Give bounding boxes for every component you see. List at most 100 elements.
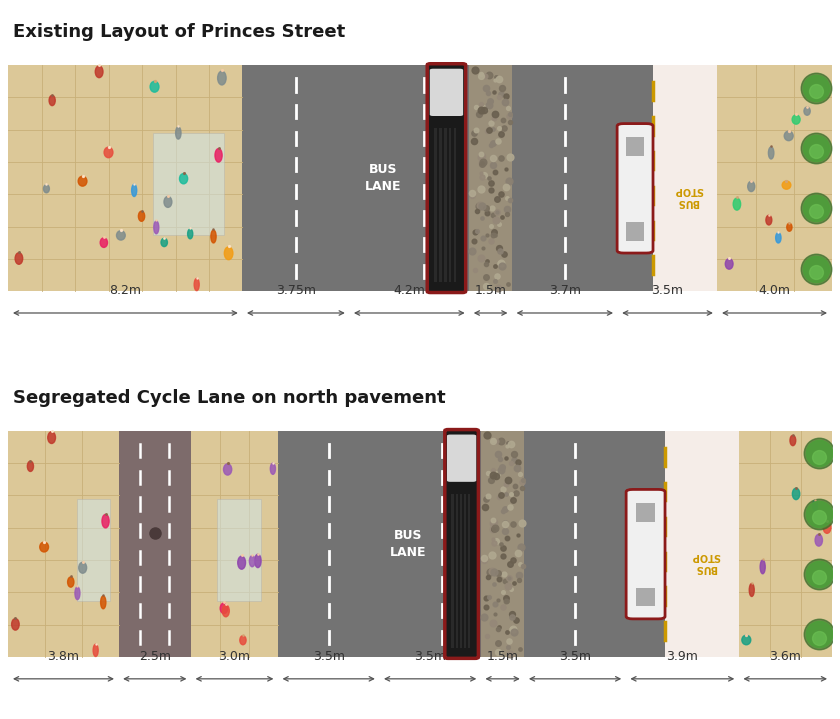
Bar <box>653 65 717 291</box>
Text: 1.5m: 1.5m <box>475 285 507 298</box>
Bar <box>470 65 512 291</box>
Ellipse shape <box>211 230 216 243</box>
Ellipse shape <box>792 488 800 500</box>
Ellipse shape <box>78 176 87 186</box>
Ellipse shape <box>815 534 822 546</box>
Ellipse shape <box>823 521 831 533</box>
Text: BUS
STOP: BUS STOP <box>691 551 721 573</box>
Ellipse shape <box>218 71 226 85</box>
Ellipse shape <box>760 560 765 574</box>
Text: BUS
LANE: BUS LANE <box>390 529 426 559</box>
Bar <box>191 431 278 657</box>
Bar <box>243 65 349 291</box>
Bar <box>278 431 380 657</box>
Ellipse shape <box>223 464 232 475</box>
Ellipse shape <box>176 127 181 139</box>
Ellipse shape <box>194 278 199 290</box>
Bar <box>665 431 739 657</box>
Ellipse shape <box>132 184 137 196</box>
Text: 1.5m: 1.5m <box>486 650 518 664</box>
Ellipse shape <box>220 603 228 613</box>
Bar <box>480 431 524 657</box>
Ellipse shape <box>150 81 159 92</box>
Ellipse shape <box>215 149 222 162</box>
Bar <box>454 129 456 283</box>
Bar <box>717 65 832 291</box>
Ellipse shape <box>223 605 229 617</box>
Ellipse shape <box>792 115 801 124</box>
Ellipse shape <box>238 557 245 569</box>
Text: Segregated Cycle Lane on north pavement: Segregated Cycle Lane on north pavement <box>13 389 445 407</box>
Bar <box>459 494 462 648</box>
Bar <box>154 133 223 234</box>
Text: 3.0m: 3.0m <box>218 650 250 664</box>
Text: Existing Layout of Princes Street: Existing Layout of Princes Street <box>13 23 344 41</box>
FancyBboxPatch shape <box>430 69 463 116</box>
Bar <box>8 65 243 291</box>
Text: 8.2m: 8.2m <box>109 285 141 298</box>
Ellipse shape <box>224 247 233 260</box>
FancyBboxPatch shape <box>626 490 665 619</box>
Bar <box>464 494 466 648</box>
Bar <box>455 494 458 648</box>
Ellipse shape <box>790 435 795 446</box>
Ellipse shape <box>187 229 193 239</box>
Text: 3.7m: 3.7m <box>549 285 580 298</box>
Ellipse shape <box>787 223 792 232</box>
Ellipse shape <box>154 221 159 234</box>
Bar <box>380 431 480 657</box>
Ellipse shape <box>725 259 733 269</box>
Ellipse shape <box>44 185 50 193</box>
Ellipse shape <box>49 95 55 106</box>
Ellipse shape <box>101 596 106 609</box>
Text: BUS
LANE: BUS LANE <box>365 163 402 193</box>
Ellipse shape <box>782 181 790 189</box>
FancyBboxPatch shape <box>617 124 653 253</box>
Bar <box>636 503 655 522</box>
Bar <box>636 587 655 606</box>
Text: 2.5m: 2.5m <box>139 650 171 664</box>
Bar <box>118 431 191 657</box>
Bar <box>512 65 617 291</box>
Bar <box>468 494 470 648</box>
Bar <box>451 494 454 648</box>
Ellipse shape <box>12 618 19 630</box>
Text: 3.5m: 3.5m <box>652 285 684 298</box>
Ellipse shape <box>742 635 751 645</box>
Text: 3.8m: 3.8m <box>48 650 80 664</box>
Bar <box>627 222 643 241</box>
Bar <box>217 499 260 600</box>
Bar <box>627 137 643 156</box>
Bar <box>8 431 118 657</box>
Bar <box>439 129 442 283</box>
Ellipse shape <box>48 431 55 444</box>
Ellipse shape <box>28 461 34 472</box>
Bar <box>739 431 832 657</box>
Ellipse shape <box>804 107 811 115</box>
Bar <box>76 499 110 600</box>
Ellipse shape <box>766 215 772 225</box>
Ellipse shape <box>255 554 261 567</box>
Ellipse shape <box>93 644 98 656</box>
Bar <box>524 431 626 657</box>
Ellipse shape <box>748 181 755 191</box>
Ellipse shape <box>180 173 187 184</box>
Bar <box>449 129 451 283</box>
Ellipse shape <box>769 147 774 159</box>
Text: 3.5m: 3.5m <box>414 650 446 664</box>
Ellipse shape <box>164 196 172 207</box>
Bar <box>617 65 653 291</box>
Text: 4.0m: 4.0m <box>759 285 790 298</box>
Ellipse shape <box>39 542 49 552</box>
Ellipse shape <box>15 252 23 265</box>
Ellipse shape <box>102 514 109 528</box>
Ellipse shape <box>239 636 246 645</box>
Ellipse shape <box>161 238 167 247</box>
Ellipse shape <box>749 584 754 597</box>
Bar <box>349 65 470 291</box>
Ellipse shape <box>270 463 276 475</box>
Ellipse shape <box>139 211 144 221</box>
Ellipse shape <box>79 562 87 573</box>
Bar <box>444 129 447 283</box>
Ellipse shape <box>75 587 80 600</box>
